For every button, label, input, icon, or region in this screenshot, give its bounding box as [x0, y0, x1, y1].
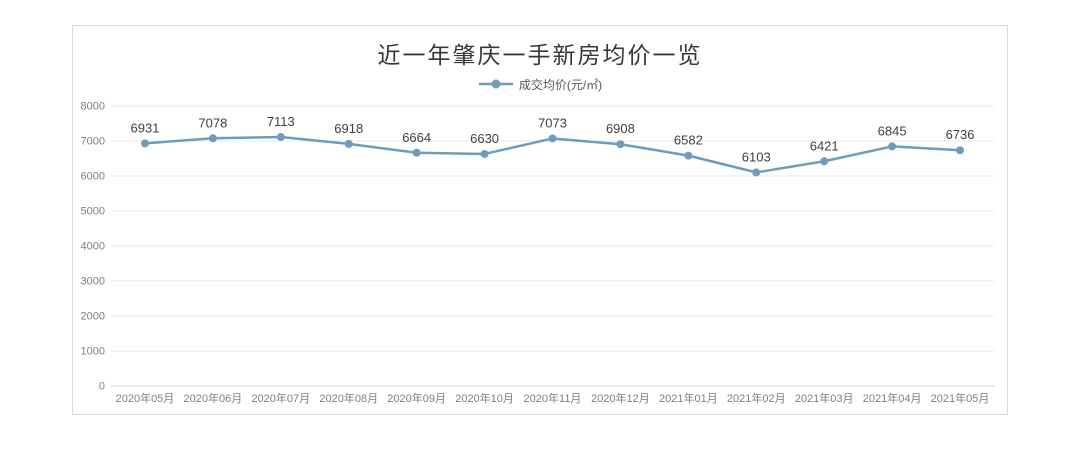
data-point-marker	[344, 139, 353, 148]
data-point-label: 6664	[402, 130, 431, 145]
data-point-label: 6918	[334, 121, 363, 136]
data-point-label: 6736	[946, 127, 975, 142]
chart-title: 近一年肇庆一手新房均价一览	[377, 43, 703, 68]
x-tick-label: 2021年03月	[795, 391, 854, 405]
x-tick-label: 2020年10月	[455, 391, 514, 405]
data-point-marker	[140, 139, 149, 148]
legend-label: 成交均价(元/㎡)	[518, 77, 603, 92]
data-point-label: 6908	[606, 121, 635, 136]
y-tick-label: 3000	[81, 276, 105, 288]
x-tick-label: 2020年07月	[251, 391, 310, 405]
data-point-label: 7113	[267, 114, 295, 129]
data-point-label: 6582	[674, 133, 703, 148]
y-tick-label: 8000	[81, 101, 105, 113]
x-tick-label: 2021年01月	[659, 391, 718, 405]
data-point-marker	[480, 149, 489, 158]
data-point-marker	[684, 151, 693, 160]
data-point-label: 6421	[810, 138, 839, 153]
x-tick-label: 2020年12月	[591, 391, 650, 405]
y-tick-label: 7000	[81, 136, 105, 148]
data-point-marker	[956, 146, 965, 155]
y-tick-label: 1000	[81, 346, 105, 358]
data-point-marker	[208, 134, 217, 143]
x-tick-label: 2020年09月	[387, 391, 446, 405]
x-tick-label: 2021年04月	[863, 391, 922, 405]
data-point-label: 7073	[538, 115, 567, 130]
data-point-label: 6103	[742, 149, 771, 164]
data-point-marker	[548, 134, 557, 143]
data-point-marker	[616, 140, 625, 149]
legend[interactable]: 成交均价(元/㎡)	[73, 76, 1007, 92]
data-point-marker	[276, 133, 285, 142]
data-point-label: 6630	[470, 131, 499, 146]
data-point-marker	[820, 157, 829, 166]
data-point-label: 7078	[198, 115, 227, 130]
legend-line-marker-icon	[478, 79, 513, 89]
line-chart-plot: 0 1000 2000 3000 4000 5000 6000 7000 8000 2020年05…	[81, 101, 994, 405]
y-tick-label: 6000	[81, 171, 105, 183]
y-tick-label: 5000	[81, 206, 105, 218]
y-tick-label: 2000	[81, 311, 105, 323]
x-tick-label: 2020年08月	[319, 391, 378, 405]
x-tick-label: 2020年05月	[116, 391, 175, 405]
x-tick-label: 2021年02月	[727, 391, 786, 405]
x-tick-label: 2020年11月	[524, 391, 582, 405]
data-point-marker	[752, 168, 761, 177]
data-point-marker	[888, 142, 897, 151]
x-tick-label: 2021年05月	[931, 391, 990, 405]
data-point-label: 6845	[878, 123, 907, 138]
chart-card: 0 1000 2000 3000 4000 5000 6000 7000 8000 2020年05…	[72, 25, 1008, 415]
data-point-label: 6931	[131, 120, 160, 135]
y-tick-label: 0	[99, 381, 105, 393]
x-tick-label: 2020年06月	[184, 391, 243, 405]
data-point-marker	[412, 148, 421, 157]
y-tick-label: 4000	[81, 241, 105, 253]
